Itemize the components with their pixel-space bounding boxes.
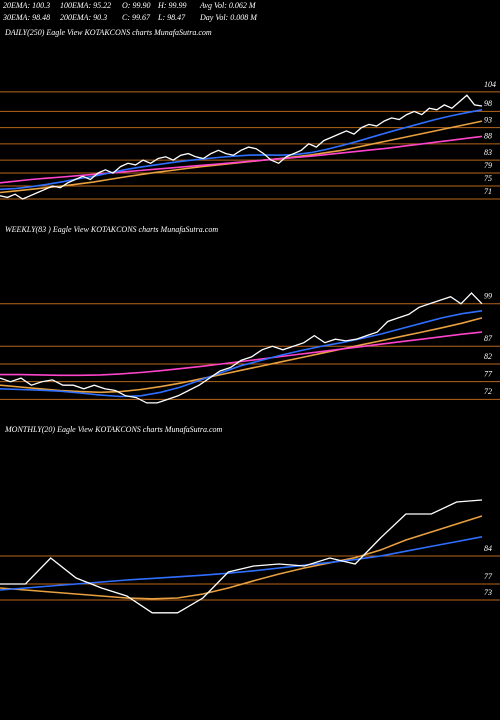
y-tick-label: 84 bbox=[484, 544, 492, 553]
y-tick-label: 75 bbox=[484, 174, 492, 183]
stat-label: Day Vol: 0.008 M bbox=[199, 13, 258, 22]
stat-label: O: 99.90 bbox=[122, 1, 150, 10]
y-tick-label: 88 bbox=[484, 132, 492, 141]
stat-label: L: 98.47 bbox=[157, 13, 186, 22]
stat-label: H: 99.99 bbox=[157, 1, 186, 10]
price-line bbox=[0, 135, 483, 184]
stat-label: C: 99.67 bbox=[122, 13, 151, 22]
y-tick-label: 104 bbox=[484, 80, 496, 89]
y-tick-label: 72 bbox=[484, 387, 492, 396]
price-line bbox=[0, 109, 483, 191]
panel-title: WEEKLY(83 ) Eagle View KOTAKCONS charts … bbox=[5, 225, 218, 234]
panel-title: DAILY(250) Eagle View KOTAKCONS charts M… bbox=[4, 28, 212, 37]
y-tick-label: 82 bbox=[484, 352, 492, 361]
price-line bbox=[0, 331, 483, 377]
y-tick-label: 98 bbox=[484, 99, 492, 108]
y-tick-label: 77 bbox=[484, 572, 493, 581]
panel-title: MONTHLY(20) Eagle View KOTAKCONS charts … bbox=[4, 425, 223, 434]
stat-label: 200EMA: 90.3 bbox=[60, 13, 107, 22]
price-line bbox=[0, 515, 483, 600]
y-tick-label: 87 bbox=[484, 334, 493, 343]
stat-label: Avg Vol: 0.062 M bbox=[199, 1, 257, 10]
y-tick-label: 79 bbox=[484, 161, 492, 170]
stat-label: 30EMA: 98.48 bbox=[2, 13, 50, 22]
stat-label: 20EMA: 100.3 bbox=[3, 1, 50, 10]
price-line bbox=[0, 317, 483, 394]
price-line bbox=[0, 292, 483, 404]
price-line bbox=[0, 499, 483, 614]
price-line bbox=[0, 310, 483, 398]
price-line bbox=[0, 536, 483, 591]
y-tick-label: 93 bbox=[484, 115, 492, 124]
price-line bbox=[0, 94, 483, 200]
y-tick-label: 83 bbox=[484, 148, 492, 157]
stat-label: 100EMA: 95.22 bbox=[60, 1, 111, 10]
y-tick-label: 71 bbox=[484, 187, 492, 196]
y-tick-label: 77 bbox=[484, 369, 493, 378]
y-tick-label: 73 bbox=[484, 588, 492, 597]
price-line bbox=[0, 120, 483, 194]
y-tick-label: 99 bbox=[484, 292, 492, 301]
